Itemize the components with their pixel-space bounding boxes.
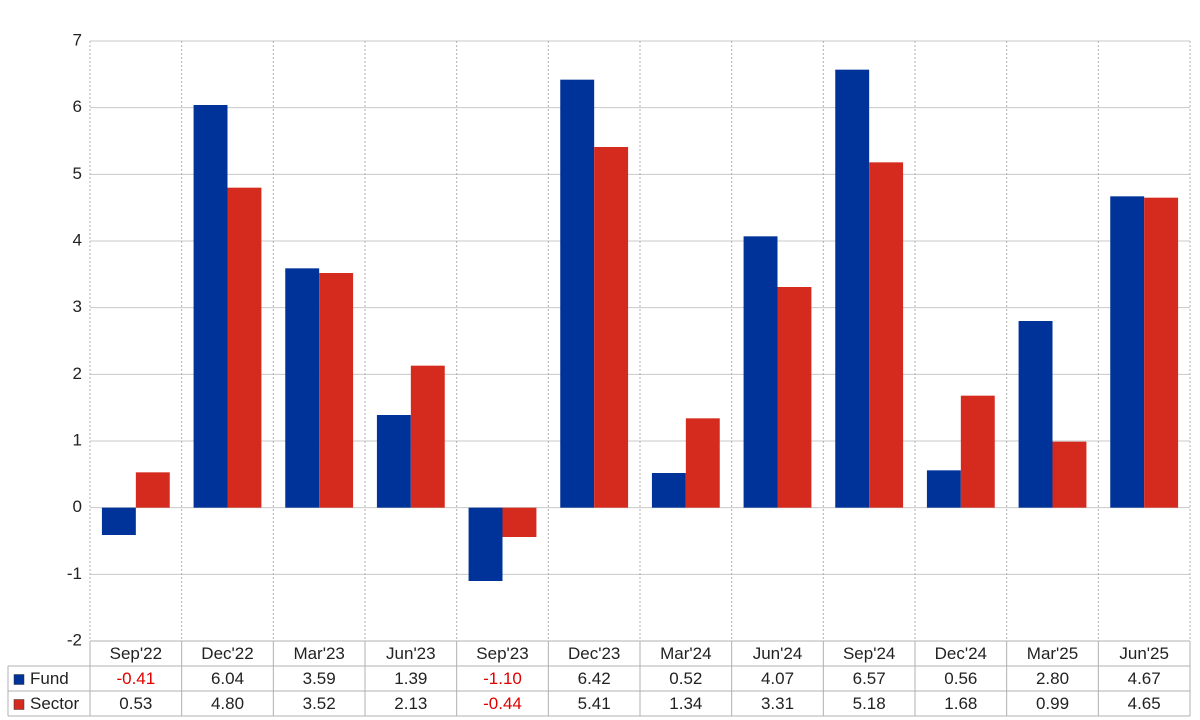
x-tick-label: Dec'23 bbox=[568, 644, 620, 663]
bar bbox=[1052, 441, 1087, 508]
data-label: 6.42 bbox=[578, 669, 611, 688]
bar bbox=[835, 69, 870, 508]
data-label: 6.04 bbox=[211, 669, 244, 688]
data-label: 3.52 bbox=[303, 694, 336, 713]
bar bbox=[376, 415, 411, 508]
bar bbox=[285, 268, 320, 508]
x-tick-label: Dec'22 bbox=[201, 644, 253, 663]
bar bbox=[468, 507, 503, 581]
bar bbox=[101, 507, 136, 535]
bar bbox=[502, 507, 537, 537]
data-label: 0.99 bbox=[1036, 694, 1069, 713]
bar bbox=[594, 147, 629, 508]
bar bbox=[960, 395, 995, 508]
data-label: 4.65 bbox=[1128, 694, 1161, 713]
data-label: -0.41 bbox=[116, 669, 155, 688]
legend-label: Fund bbox=[30, 669, 69, 688]
bar bbox=[1110, 196, 1145, 508]
legend-swatch bbox=[13, 699, 25, 710]
data-label: -1.10 bbox=[483, 669, 522, 688]
data-label: 3.59 bbox=[303, 669, 336, 688]
y-tick-label: 4 bbox=[73, 230, 82, 249]
x-tick-label: Sep'22 bbox=[110, 644, 162, 663]
x-tick-label: Mar'25 bbox=[1027, 644, 1078, 663]
y-tick-label: 2 bbox=[73, 364, 82, 383]
bar bbox=[685, 418, 720, 508]
data-label: 1.39 bbox=[394, 669, 427, 688]
x-tick-label: Mar'23 bbox=[293, 644, 344, 663]
y-tick-label: 1 bbox=[73, 430, 82, 449]
bar bbox=[651, 473, 686, 508]
data-label: 2.13 bbox=[394, 694, 427, 713]
data-label: 4.07 bbox=[761, 669, 794, 688]
y-tick-label: -2 bbox=[67, 630, 82, 649]
bar bbox=[1144, 197, 1179, 508]
data-label: 3.31 bbox=[761, 694, 794, 713]
data-label: 1.34 bbox=[669, 694, 702, 713]
bar bbox=[193, 105, 228, 508]
bar bbox=[1018, 321, 1053, 508]
bar bbox=[560, 79, 595, 508]
bar bbox=[743, 236, 778, 508]
y-tick-label: 6 bbox=[73, 97, 82, 116]
y-tick-label: 3 bbox=[73, 297, 82, 316]
bar bbox=[869, 162, 904, 508]
y-tick-label: -1 bbox=[67, 564, 82, 583]
x-tick-label: Sep'24 bbox=[843, 644, 895, 663]
data-label: 4.80 bbox=[211, 694, 244, 713]
data-label: 1.68 bbox=[944, 694, 977, 713]
x-tick-label: Jun'24 bbox=[753, 644, 803, 663]
data-label: 5.18 bbox=[853, 694, 886, 713]
bar bbox=[777, 287, 812, 508]
y-tick-label: 0 bbox=[73, 497, 82, 516]
data-label: 0.52 bbox=[669, 669, 702, 688]
data-label: 0.56 bbox=[944, 669, 977, 688]
x-tick-label: Dec'24 bbox=[935, 644, 987, 663]
y-tick-label: 7 bbox=[73, 30, 82, 49]
x-tick-label: Mar'24 bbox=[660, 644, 711, 663]
data-label: 5.41 bbox=[578, 694, 611, 713]
x-tick-label: Jun'25 bbox=[1119, 644, 1169, 663]
data-label: -0.44 bbox=[483, 694, 522, 713]
bar bbox=[135, 472, 170, 508]
bar bbox=[926, 470, 961, 508]
data-label: 0.53 bbox=[119, 694, 152, 713]
data-label: 6.57 bbox=[853, 669, 886, 688]
bar bbox=[319, 273, 354, 508]
x-tick-label: Jun'23 bbox=[386, 644, 436, 663]
x-tick-label: Sep'23 bbox=[476, 644, 528, 663]
data-label: 2.80 bbox=[1036, 669, 1069, 688]
legend-label: Sector bbox=[30, 694, 79, 713]
data-label: 4.67 bbox=[1128, 669, 1161, 688]
y-tick-label: 5 bbox=[73, 164, 82, 183]
legend-swatch bbox=[13, 674, 25, 685]
bar bbox=[410, 365, 445, 508]
bar bbox=[227, 187, 262, 508]
